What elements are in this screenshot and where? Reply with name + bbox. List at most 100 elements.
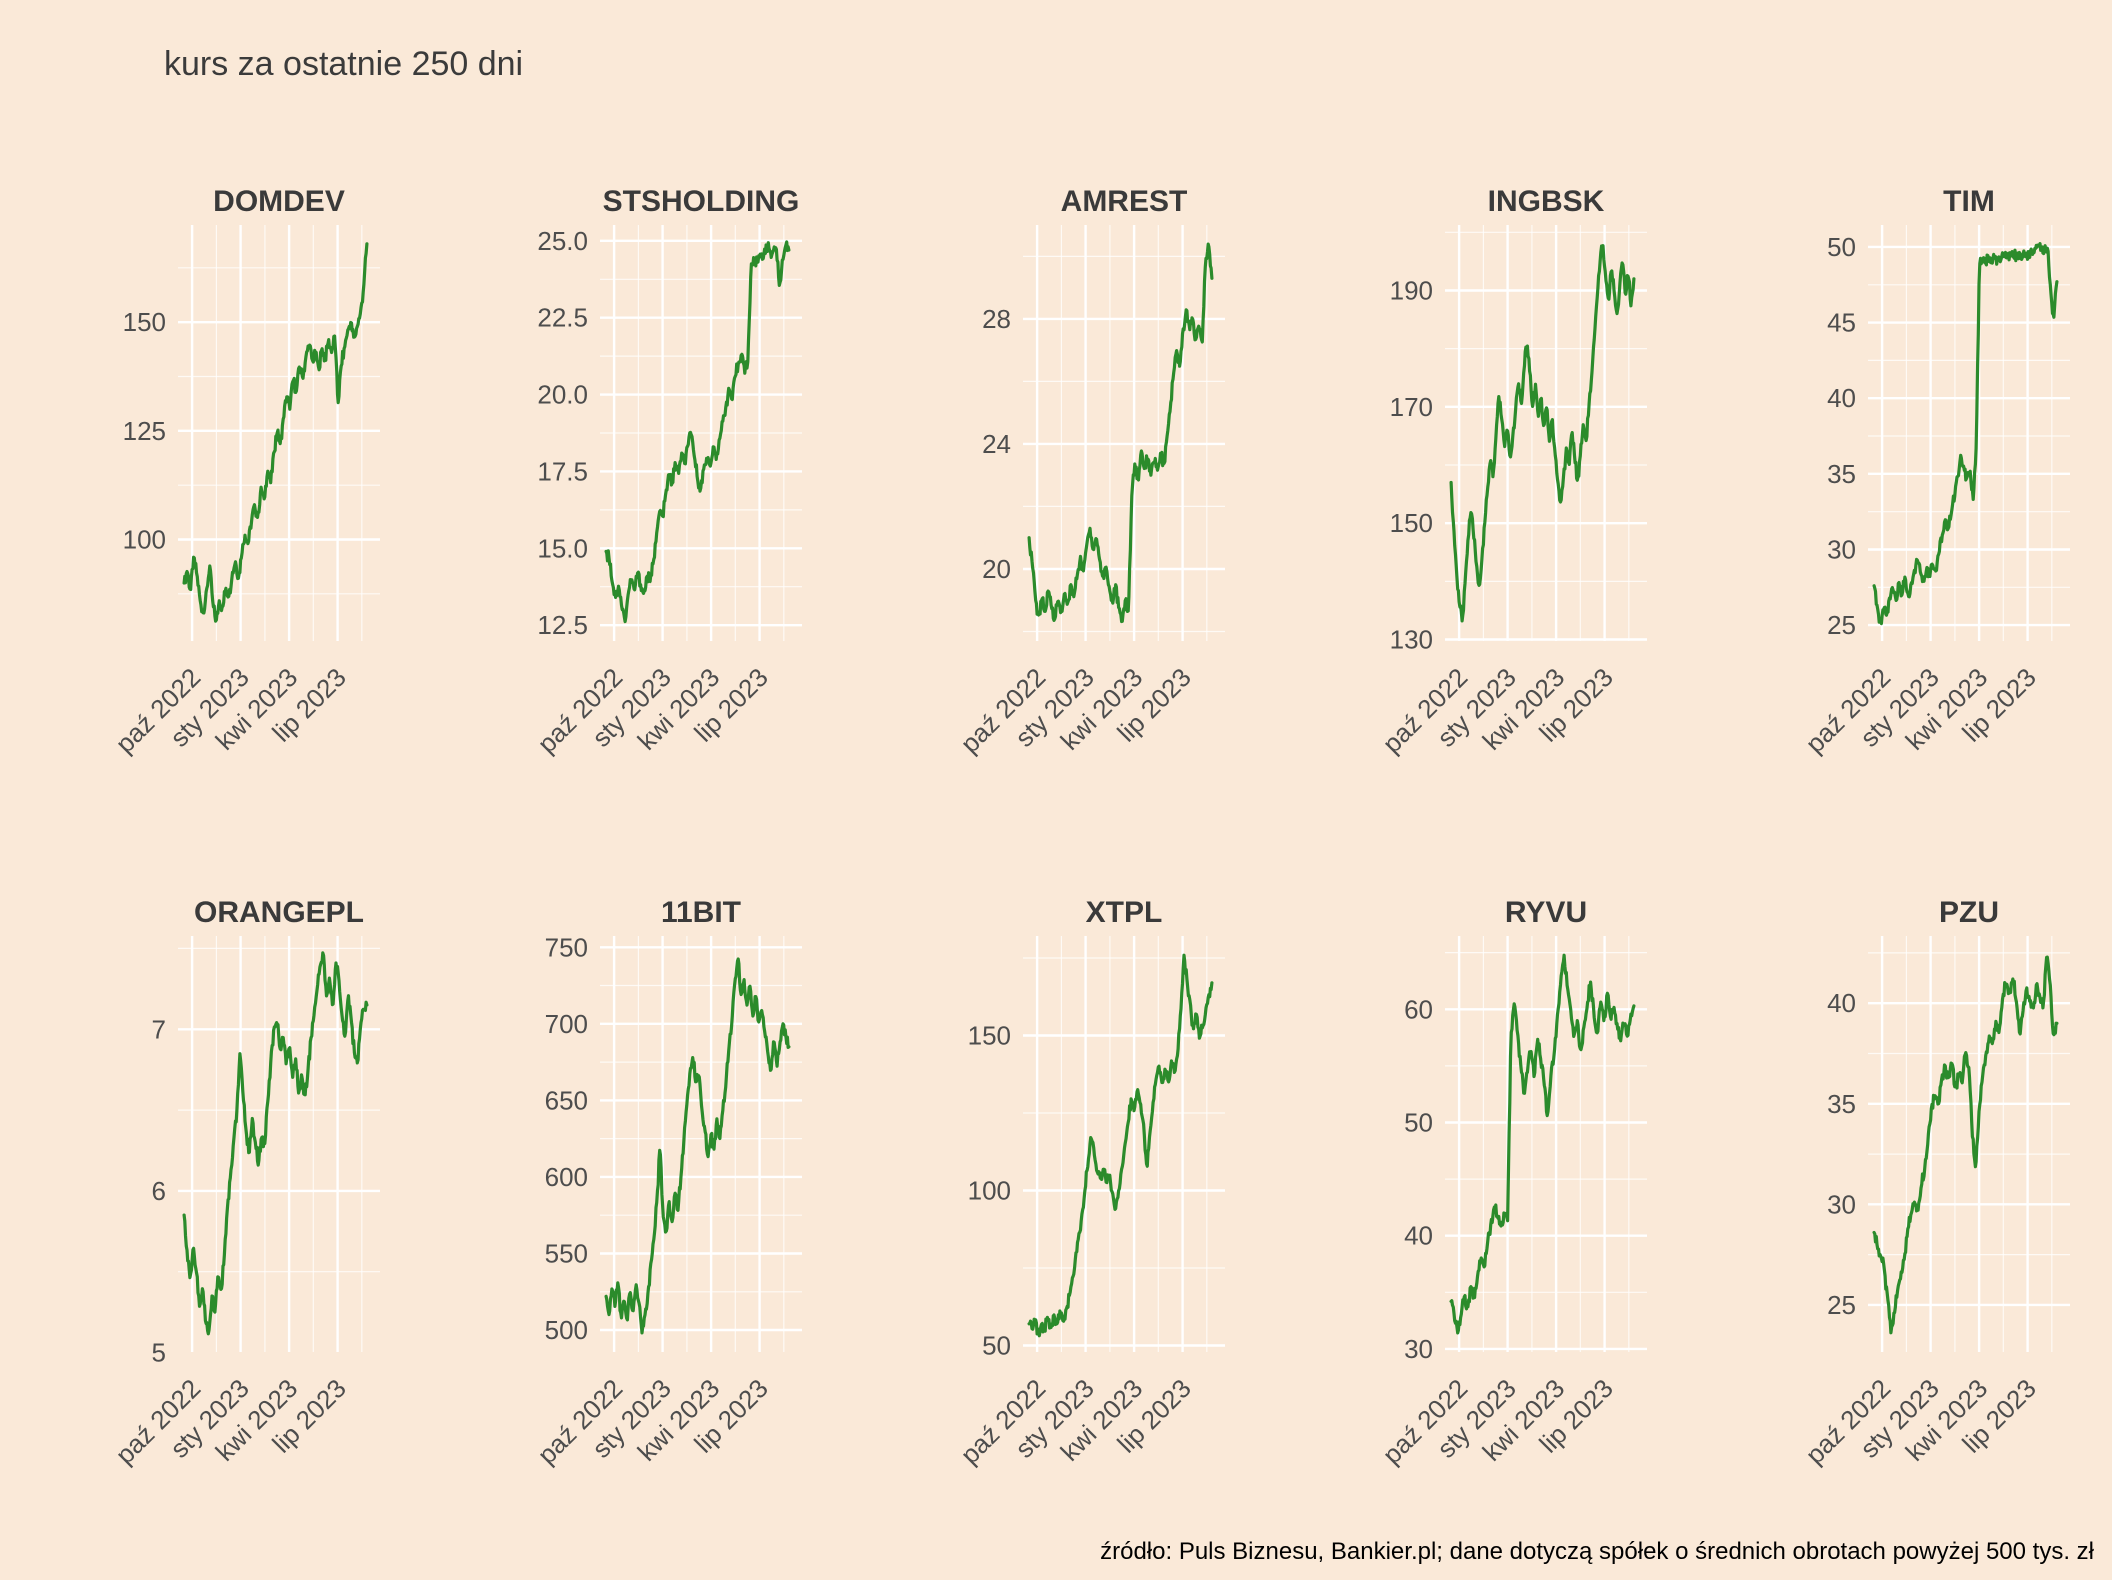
y-axis-labels: 130 150 170 190 [1390,275,1433,654]
svg-text:190: 190 [1390,275,1433,305]
svg-text:150: 150 [1390,508,1433,538]
gridlines-major [600,935,803,1352]
price-line-11bit [604,957,791,1335]
charts-grid: DOMDEV 100 125 150 paź 2022 sty 2023 kwi 2023 l… [0,183,2112,1479]
svg-text:150: 150 [967,1020,1010,1050]
facet-title: PZU [1939,896,1999,929]
facet-amrest: AMREST 20 24 28 paź 2022 sty 2023 kwi 2023 lip … [845,183,1267,768]
y-axis-labels: 25 30 35 40 45 50 [1827,232,1856,640]
svg-text:35: 35 [1827,459,1856,489]
svg-text:45: 45 [1827,307,1856,337]
svg-text:25: 25 [1827,610,1856,640]
svg-text:150: 150 [123,307,166,337]
svg-text:24: 24 [982,429,1011,459]
gridlines-minor [1445,935,1648,1352]
facet-title: DOMDEV [213,185,345,218]
facet-title: ORANGEPL [194,896,364,929]
svg-text:750: 750 [545,932,588,962]
svg-text:60: 60 [1404,994,1433,1024]
gridlines-major [1867,224,2070,641]
svg-text:170: 170 [1390,392,1433,422]
svg-text:20.0: 20.0 [538,379,589,409]
svg-text:25.0: 25.0 [538,226,589,256]
svg-text:22.5: 22.5 [538,302,589,332]
gridlines-major [1445,224,1648,641]
y-axis-labels: 500 550 600 650 700 750 [545,932,588,1345]
price-line-amrest [1027,242,1214,623]
gridlines-major [600,224,803,641]
y-axis-labels: 25 30 35 40 [1827,988,1856,1320]
y-axis-labels: 5 6 7 [152,1014,166,1367]
gridlines-minor [1867,224,2070,641]
svg-text:30: 30 [1404,1334,1433,1364]
price-line-orangepl [182,951,369,1336]
gridlines-minor [1445,224,1648,641]
svg-text:550: 550 [545,1238,588,1268]
facet-stsholding: STSHOLDING 12.5 15.0 17.5 20.0 22.5 25.0 paź 20… [422,183,844,768]
svg-text:20: 20 [982,554,1011,584]
price-line-domdev [182,242,369,623]
gridlines-minor [600,935,803,1352]
svg-text:7: 7 [152,1014,166,1044]
price-line-tim [1872,241,2059,625]
facet-pzu: PZU 25 30 35 40 paź 2022 sty 2023 kwi 2023 lip 2… [1690,894,2112,1479]
svg-text:100: 100 [967,1175,1010,1205]
svg-text:28: 28 [982,304,1011,334]
svg-text:600: 600 [545,1162,588,1192]
gridlines-minor [600,224,803,641]
chart-panel: STSHOLDING 12.5 15.0 17.5 20.0 22.5 25.0 paź 20… [532,185,803,759]
facet-domdev: DOMDEV 100 125 150 paź 2022 sty 2023 kwi 2023 l… [0,183,422,768]
svg-text:15.0: 15.0 [538,533,589,563]
svg-text:12.5: 12.5 [538,610,589,640]
facet-title: INGBSK [1488,185,1605,218]
svg-text:40: 40 [1827,383,1856,413]
facet-title: TIM [1943,185,1995,218]
y-axis-labels: 100 125 150 [123,307,166,554]
facet-title: XTPL [1085,896,1162,929]
svg-text:25: 25 [1827,1290,1856,1320]
page-title: kurs za ostatnie 250 dni [164,45,524,83]
facet-title: AMREST [1060,185,1187,218]
svg-text:125: 125 [123,416,166,446]
y-axis-labels: 12.5 15.0 17.5 20.0 22.5 25.0 [538,226,589,640]
gridlines-minor [1022,224,1225,641]
svg-text:50: 50 [1827,232,1856,262]
price-line-ryvu [1449,953,1636,1335]
facet-xtpl: XTPL 50 100 150 paź 2022 sty 2023 kwi 2023 lip … [845,894,1267,1479]
gridlines-major [1445,935,1648,1352]
facet-orangepl: ORANGEPL 5 6 7 paź 2022 sty 2023 kwi 2023 lip 2… [0,894,422,1479]
y-axis-labels: 20 24 28 [982,304,1011,584]
facet-tim: TIM 25 30 35 40 45 50 paź 2022 sty 2023 kwi 2023 l… [1690,183,2112,768]
price-line-ingbsk [1449,243,1636,623]
gridlines-minor [178,224,380,641]
svg-text:650: 650 [545,1085,588,1115]
svg-text:35: 35 [1827,1089,1856,1119]
gridlines-major [1022,224,1225,641]
gridlines-major [1867,935,2070,1352]
svg-text:6: 6 [152,1176,166,1206]
svg-text:500: 500 [545,1315,588,1345]
svg-text:700: 700 [545,1009,588,1039]
facet-ryvu: RYVU 30 40 50 60 paź 2022 sty 2023 kwi 2023 lip … [1267,894,1689,1479]
facet-ingbsk: INGBSK 130 150 170 190 paź 2022 sty 2023 kwi 20… [1267,183,1689,768]
y-axis-labels: 50 100 150 [967,1020,1010,1360]
svg-text:50: 50 [1404,1107,1433,1137]
source-note: źródło: Puls Biznesu, Bankier.pl; dane d… [1100,1538,2094,1565]
svg-text:130: 130 [1390,624,1433,654]
price-line-xtpl [1027,953,1214,1338]
